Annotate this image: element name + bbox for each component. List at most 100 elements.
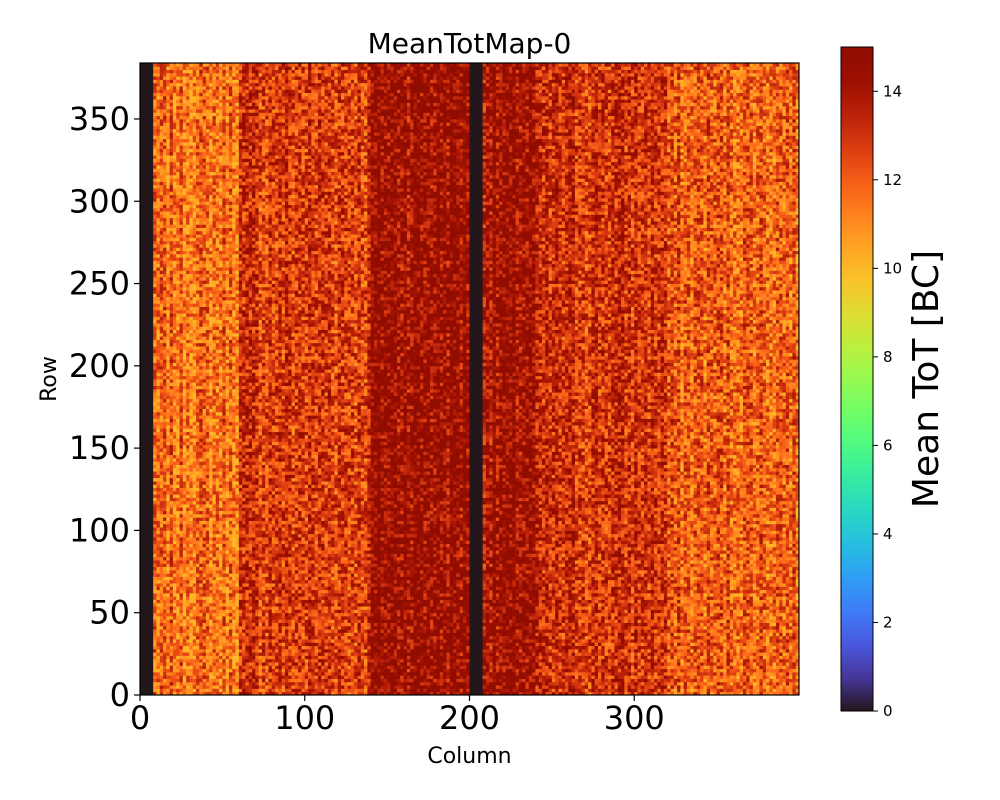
heatmap-cell bbox=[173, 563, 177, 567]
heatmap-cell bbox=[173, 399, 177, 403]
heatmap-cell bbox=[163, 511, 167, 515]
heatmap-cell bbox=[166, 99, 170, 103]
heatmap-cell bbox=[163, 79, 167, 83]
heatmap-cell bbox=[160, 165, 164, 169]
heatmap-cell bbox=[160, 264, 164, 268]
heatmap-cell bbox=[173, 656, 177, 660]
heatmap-cell bbox=[163, 261, 167, 265]
heatmap-cell bbox=[166, 336, 170, 340]
heatmap-cell bbox=[160, 514, 164, 518]
heatmap-cell bbox=[163, 428, 167, 432]
heatmap-cell bbox=[163, 402, 167, 406]
heatmap-cell bbox=[170, 412, 174, 416]
heatmap-cell bbox=[166, 261, 170, 265]
heatmap-cell bbox=[163, 586, 167, 590]
heatmap-cell bbox=[156, 580, 160, 584]
heatmap-cell bbox=[156, 257, 160, 261]
heatmap-cell bbox=[156, 188, 160, 192]
heatmap-cell bbox=[163, 494, 167, 498]
heatmap-cell bbox=[176, 369, 180, 373]
heatmap-cell bbox=[163, 297, 167, 301]
heatmap-cell bbox=[156, 336, 160, 340]
heatmap-cell bbox=[153, 356, 157, 360]
heatmap-cell bbox=[173, 438, 177, 442]
heatmap-cell bbox=[153, 603, 157, 607]
heatmap-cell bbox=[176, 231, 180, 235]
heatmap-cell bbox=[173, 237, 177, 241]
heatmap-cell bbox=[166, 323, 170, 327]
heatmap-cell bbox=[160, 310, 164, 314]
heatmap-cell bbox=[160, 307, 164, 311]
heatmap-cell bbox=[166, 600, 170, 604]
heatmap-cell bbox=[176, 435, 180, 439]
heatmap-cell bbox=[166, 590, 170, 594]
heatmap-cell bbox=[160, 122, 164, 126]
heatmap-cell bbox=[160, 254, 164, 258]
heatmap-cell bbox=[170, 448, 174, 452]
heatmap-cell bbox=[173, 409, 177, 413]
heatmap-cell bbox=[166, 425, 170, 429]
heatmap-cell bbox=[166, 550, 170, 554]
heatmap-cell bbox=[166, 389, 170, 393]
heatmap-cell bbox=[173, 307, 177, 311]
heatmap-cell bbox=[163, 284, 167, 288]
heatmap-cell bbox=[160, 659, 164, 663]
heatmap-cell bbox=[166, 356, 170, 360]
heatmap-cell bbox=[160, 672, 164, 676]
heatmap-cell bbox=[160, 662, 164, 666]
heatmap-cell bbox=[173, 609, 177, 613]
heatmap-cell bbox=[170, 185, 174, 189]
heatmap-cell bbox=[156, 432, 160, 436]
heatmap-cell bbox=[176, 257, 180, 261]
heatmap-cell bbox=[153, 218, 157, 222]
heatmap-cell bbox=[176, 491, 180, 495]
heatmap-cell bbox=[163, 649, 167, 653]
heatmap-cell bbox=[173, 162, 177, 166]
heatmap-cell bbox=[166, 195, 170, 199]
heatmap-cell bbox=[173, 376, 177, 380]
heatmap-cell bbox=[173, 455, 177, 459]
heatmap-cell bbox=[156, 685, 160, 689]
heatmap-cell bbox=[156, 455, 160, 459]
heatmap-cell bbox=[170, 544, 174, 548]
heatmap-cell bbox=[163, 665, 167, 669]
heatmap-cell bbox=[153, 284, 157, 288]
heatmap-cell bbox=[173, 498, 177, 502]
heatmap-cell bbox=[153, 83, 157, 87]
heatmap-cell bbox=[160, 366, 164, 370]
heatmap-cell bbox=[156, 451, 160, 455]
heatmap-cell bbox=[156, 445, 160, 449]
heatmap-cell bbox=[153, 498, 157, 502]
heatmap-cell bbox=[153, 300, 157, 304]
heatmap-cell bbox=[160, 290, 164, 294]
heatmap-cell bbox=[153, 438, 157, 442]
heatmap-cell bbox=[173, 126, 177, 130]
heatmap-cell bbox=[176, 590, 180, 594]
heatmap-cell bbox=[153, 274, 157, 278]
heatmap-cell bbox=[176, 494, 180, 498]
heatmap-cell bbox=[160, 274, 164, 278]
heatmap-cell bbox=[153, 208, 157, 212]
heatmap-cell bbox=[153, 112, 157, 116]
heatmap-cell bbox=[153, 448, 157, 452]
heatmap-cell bbox=[156, 537, 160, 541]
heatmap-cell bbox=[160, 474, 164, 478]
heatmap-cell bbox=[173, 415, 177, 419]
heatmap-cell bbox=[173, 550, 177, 554]
heatmap-cell bbox=[153, 409, 157, 413]
heatmap-cell bbox=[153, 149, 157, 153]
heatmap-cell bbox=[173, 214, 177, 218]
heatmap-cell bbox=[156, 142, 160, 146]
heatmap-cell bbox=[156, 679, 160, 683]
heatmap-cell bbox=[160, 363, 164, 367]
heatmap-cell bbox=[156, 241, 160, 245]
heatmap-cell bbox=[153, 162, 157, 166]
heatmap-cell bbox=[160, 442, 164, 446]
heatmap-cell bbox=[156, 501, 160, 505]
heatmap-cell bbox=[153, 445, 157, 449]
heatmap-cell bbox=[160, 550, 164, 554]
heatmap-cell bbox=[160, 142, 164, 146]
heatmap-cell bbox=[170, 228, 174, 232]
heatmap-cell bbox=[176, 580, 180, 584]
heatmap-cell bbox=[166, 93, 170, 97]
